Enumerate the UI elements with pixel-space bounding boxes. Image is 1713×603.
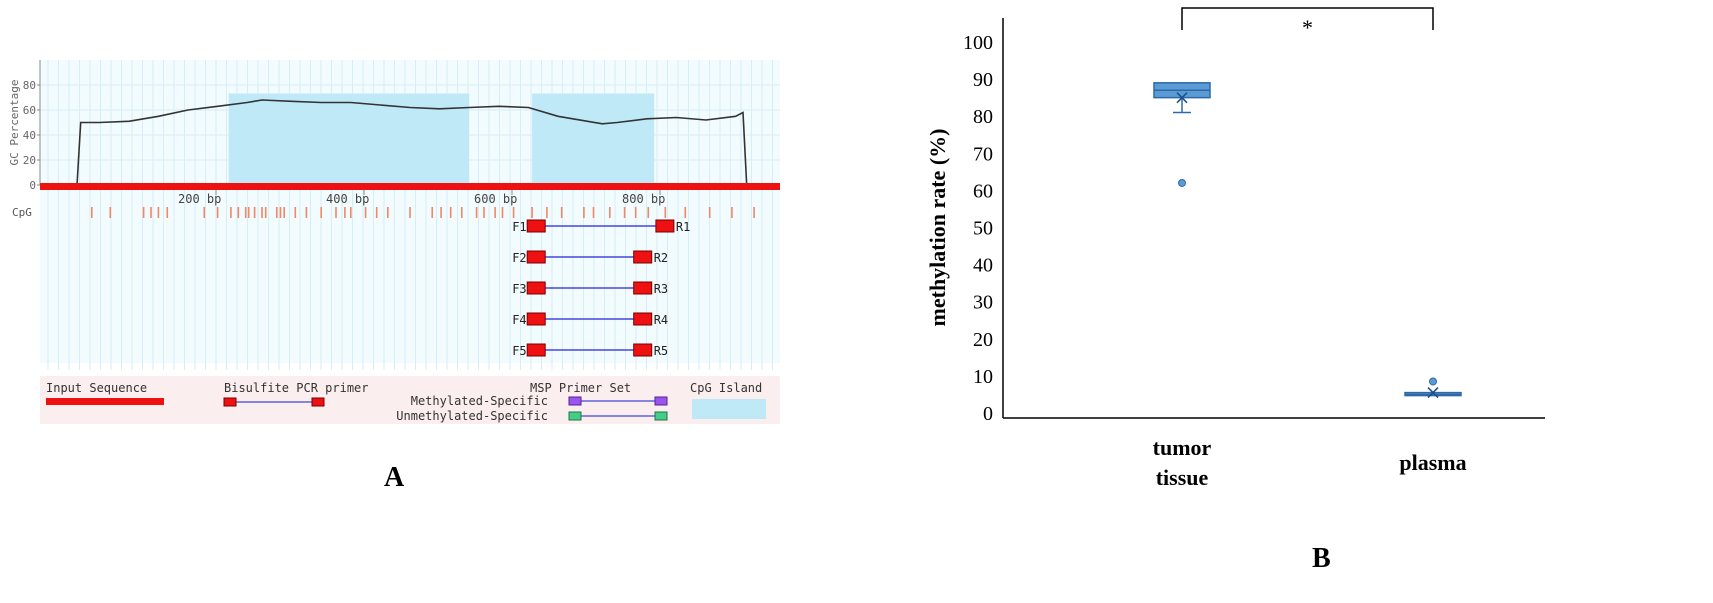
panel-b-y-tick-label: 20 (973, 329, 993, 351)
legend-cpg-island-swatch (692, 399, 766, 419)
cpg-row-label: CpG (12, 206, 32, 219)
legend-unmethylated-label: Unmethylated-Specific (396, 409, 548, 423)
gc-y-tick-label: 20 (23, 154, 36, 167)
panel-b-y-tick-label: 90 (973, 69, 993, 91)
reverse-primer-label: R5 (654, 344, 668, 358)
panel-b-category-label: tissue (1156, 465, 1209, 490)
x-tick-label: 200 bp (178, 192, 221, 206)
legend-methylated-box (568, 396, 582, 406)
reverse-primer-box (633, 343, 653, 357)
legend-methylated-box (654, 396, 668, 406)
input-sequence-bar (40, 183, 780, 190)
gc-percentage-line (76, 99, 748, 186)
gc-y-axis-label: GC Percentage (8, 79, 21, 165)
panel-a-label: A (384, 462, 405, 493)
forward-primer-box (526, 219, 546, 233)
panel-b-category-label: tumor (1153, 435, 1212, 460)
box-mean-marker (1427, 387, 1439, 399)
cpg-island-region (228, 93, 470, 185)
forward-primer-label: F3 (512, 282, 526, 296)
panel-b-category-label: plasma (1399, 450, 1466, 475)
cpg-island-region (532, 93, 655, 185)
panel-b-y-tick-label: 60 (973, 180, 993, 202)
significance-bracket (1181, 7, 1434, 30)
gc-y-tick-label: 0 (29, 179, 36, 192)
legend-bisulfite-label: Bisulfite PCR primer (224, 381, 369, 395)
legend-cpg-island-label: CpG Island (690, 381, 762, 395)
reverse-primer-box (633, 312, 653, 326)
panel-b-y-axis-label: methylation rate (%) (925, 129, 950, 327)
box-outlier (1178, 178, 1186, 187)
panel-b-y-tick-label: 70 (973, 143, 993, 165)
forward-primer-box (526, 250, 546, 264)
panel-b-y-tick-label: 40 (973, 255, 993, 277)
significance-star: * (1302, 15, 1313, 40)
legend-methylated-label: Methylated-Specific (411, 394, 548, 408)
legend-unmethylated-box (568, 411, 582, 421)
reverse-primer-label: R3 (654, 282, 668, 296)
gc-y-tick-label: 40 (23, 129, 36, 142)
x-tick-label: 600 bp (474, 192, 517, 206)
legend-input-sequence-swatch (46, 398, 164, 405)
forward-primer-label: F5 (512, 344, 526, 358)
forward-primer-box (526, 281, 546, 295)
forward-primer-label: F1 (512, 220, 526, 234)
panel-b-y-tick-label: 50 (973, 218, 993, 240)
panel-b-y-tick-label: 30 (973, 292, 993, 314)
panel-b-y-tick-label: 80 (973, 106, 993, 128)
legend-input-sequence-label: Input Sequence (46, 381, 147, 395)
reverse-primer-label: R4 (654, 313, 668, 327)
legend-bisulfite-box (311, 397, 325, 407)
panel-b-label: B (1312, 543, 1331, 574)
reverse-primer-label: R2 (654, 251, 668, 265)
forward-primer-box (526, 343, 546, 357)
x-tick-label: 400 bp (326, 192, 369, 206)
legend-bisulfite-box (223, 397, 237, 407)
forward-primer-label: F4 (512, 313, 526, 327)
x-tick-label: 800 bp (622, 192, 665, 206)
forward-primer-label: F2 (512, 251, 526, 265)
forward-primer-box (526, 312, 546, 326)
legend-msp-label: MSP Primer Set (530, 381, 631, 395)
legend-unmethylated-box (654, 411, 668, 421)
gc-y-tick-label: 80 (23, 79, 36, 92)
panel-b-y-tick-label: 100 (963, 32, 993, 54)
box-mean-marker (1176, 92, 1188, 104)
panel-b-y-tick-label: 10 (973, 366, 993, 388)
reverse-primer-box (633, 281, 653, 295)
box-outlier (1429, 377, 1437, 386)
reverse-primer-box (633, 250, 653, 264)
reverse-primer-label: R1 (676, 220, 690, 234)
gc-y-tick-label: 60 (23, 104, 36, 117)
reverse-primer-box (655, 219, 675, 233)
panel-b-y-tick-label: 0 (983, 403, 993, 425)
